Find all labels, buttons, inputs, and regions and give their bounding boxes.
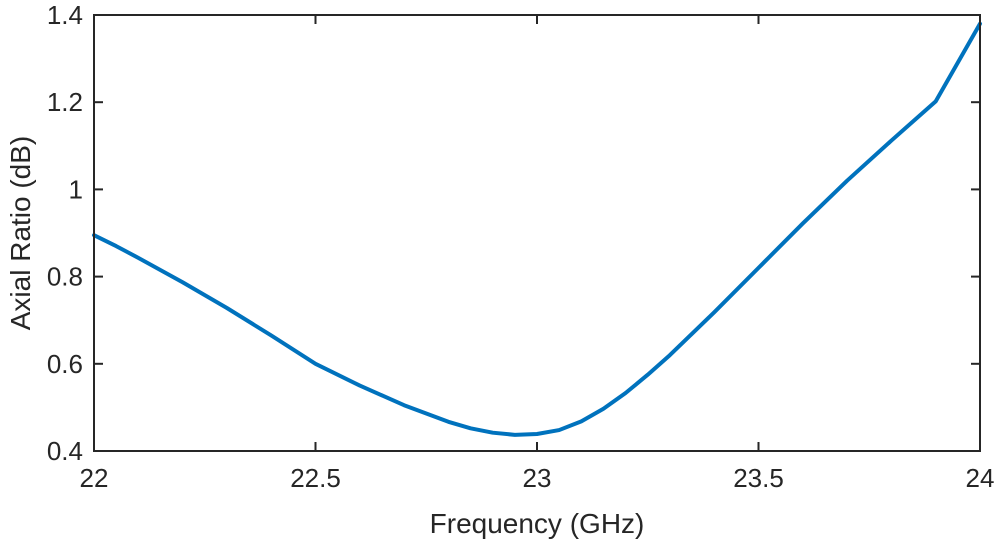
- x-tick-label: 23.5: [733, 463, 784, 493]
- tick-labels: 22 22.5 23 23.5 24 0.4 0.6 0.8 1 1.2 1.4: [47, 0, 995, 493]
- y-tick-label: 1.2: [47, 87, 83, 117]
- x-tick-label: 22: [80, 463, 109, 493]
- plot-frame: [93, 14, 981, 452]
- y-axis-label: Axial Ratio (dB): [5, 136, 36, 331]
- x-axis-label: Frequency (GHz): [430, 508, 645, 539]
- y-tick-label: 0.4: [47, 436, 83, 466]
- series-line: [92, 21, 982, 437]
- x-tick-label: 22.5: [290, 463, 341, 493]
- y-tick-label: 1: [69, 174, 83, 204]
- y-tick-label: 0.8: [47, 262, 83, 292]
- x-tick-label: 24: [966, 463, 995, 493]
- data-series: [92, 21, 982, 437]
- x-tick-label: 23: [523, 463, 552, 493]
- plot-area: [94, 15, 980, 451]
- y-tick-label: 1.4: [47, 0, 83, 30]
- y-tick-label: 0.6: [47, 349, 83, 379]
